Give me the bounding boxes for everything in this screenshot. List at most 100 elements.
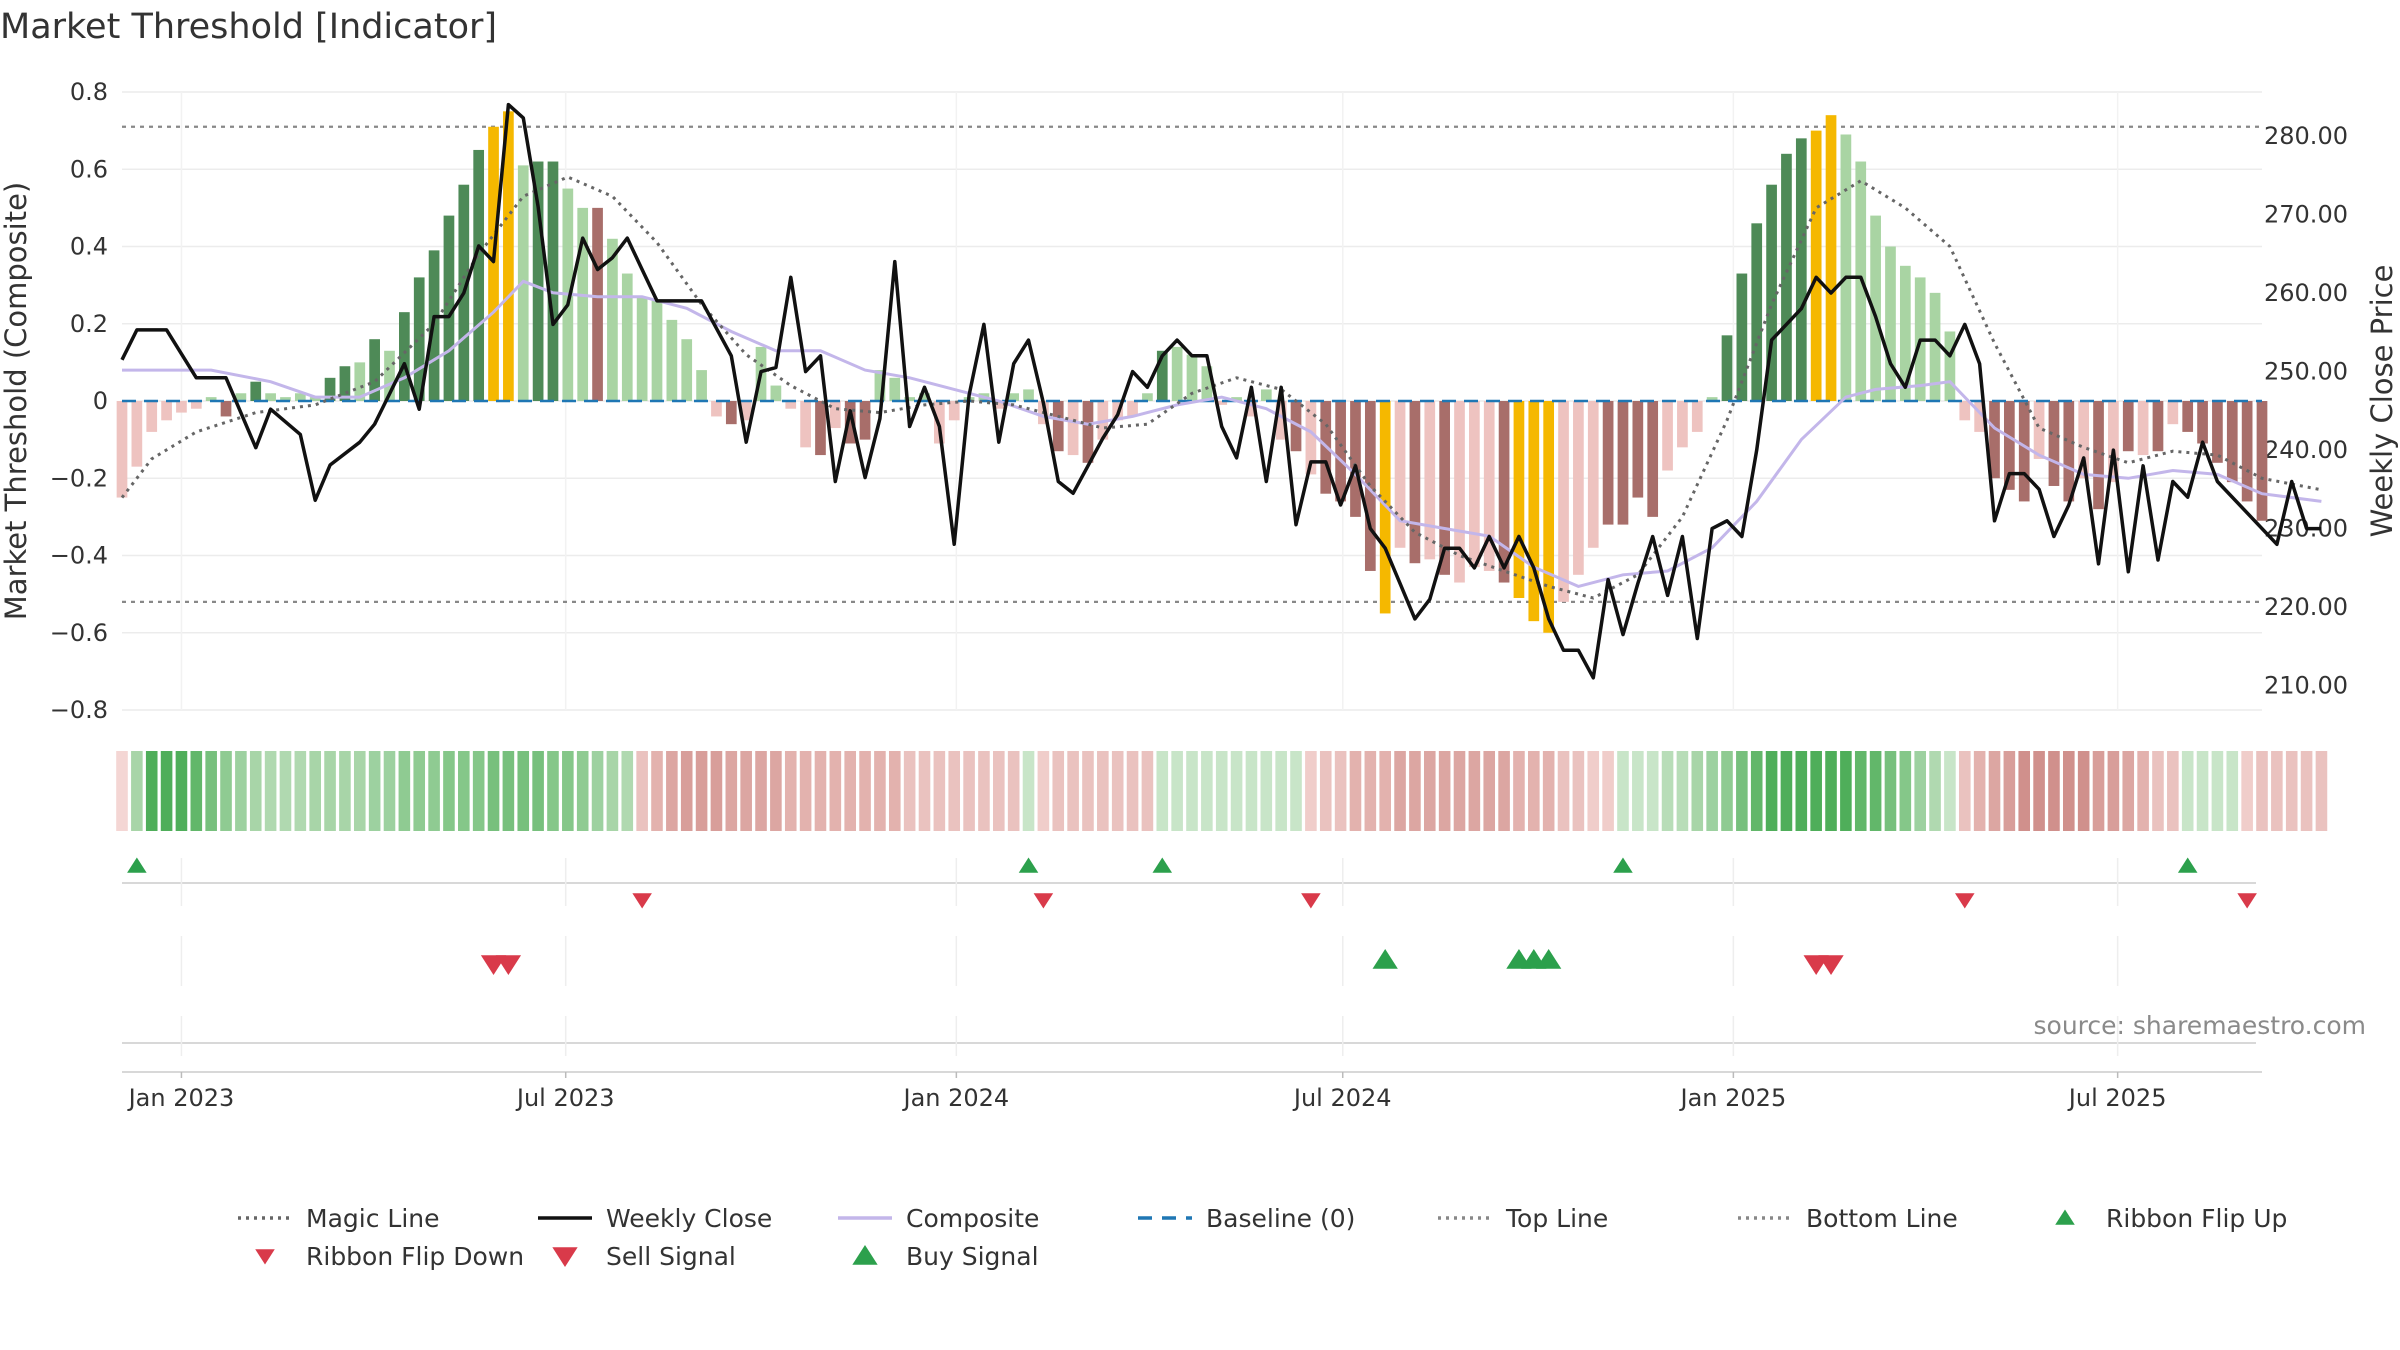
ribbon-cell: [1513, 751, 1525, 831]
ribbon-cell: [1661, 751, 1674, 831]
ribbon-flip-down-marker: [1033, 893, 1054, 909]
ribbon-cell: [1617, 751, 1629, 831]
ribbon-flip-down-marker: [632, 893, 652, 909]
legend-label: Buy Signal: [906, 1242, 1039, 1271]
x-tick-label: Jul 2024: [1292, 1084, 1392, 1112]
right-axis-ticks: 280.00270.00260.00250.00240.00230.00220.…: [2264, 122, 2348, 700]
composite-bar: [413, 277, 425, 401]
source-text: source: sharemaestro.com: [2034, 1011, 2367, 1040]
buy-signal-marker: [1372, 949, 1398, 969]
ribbon-cell: [1750, 751, 1763, 831]
threshold-lines: [122, 125, 2262, 603]
ribbon-cell: [190, 751, 203, 831]
composite-bar: [1647, 401, 1659, 517]
ribbon-cell: [576, 751, 589, 831]
ribbon-cell: [1319, 751, 1332, 831]
ribbon-cell: [1602, 751, 1614, 831]
ribbon-cell: [695, 751, 708, 831]
composite-bar: [250, 381, 262, 401]
composite-bar: [1513, 401, 1525, 598]
composite-bar: [1008, 393, 1020, 401]
ribbon-cell: [398, 751, 411, 831]
ribbon-cell: [651, 751, 663, 831]
ribbon-cell: [1587, 751, 1600, 831]
ribbon-cell: [1958, 751, 1971, 831]
ribbon-cell: [1646, 751, 1659, 831]
ribbon-cell: [1334, 751, 1347, 831]
ribbon-cell: [1632, 751, 1644, 831]
ribbon-cell: [324, 751, 336, 831]
composite-bar: [1929, 292, 1941, 401]
ribbon-cell: [799, 751, 812, 831]
sell-signal-marker: [1818, 955, 1844, 975]
ribbon-cell: [1706, 751, 1718, 831]
composite-bar: [2063, 401, 2075, 502]
ribbon-cell: [2122, 751, 2135, 831]
composite-bar: [948, 401, 960, 421]
composite-bar: [815, 401, 826, 456]
composite-bar: [1662, 401, 1673, 471]
ribbon-cell: [918, 751, 931, 831]
composite-bar: [1989, 401, 2000, 479]
ribbon-cell: [2063, 751, 2075, 831]
ribbon-cell: [1423, 751, 1436, 831]
left-tick-label: −0.6: [50, 619, 108, 647]
legend-item: Top Line: [1438, 1204, 1608, 1233]
ribbon-cell: [2256, 751, 2268, 831]
legend-swatch: [255, 1249, 275, 1265]
composite-bar: [1394, 401, 1406, 548]
right-tick-label: 280.00: [2264, 122, 2348, 150]
legend-label: Ribbon Flip Up: [2106, 1204, 2287, 1233]
ribbon-cell: [829, 751, 842, 831]
x-tick-label: Jul 2023: [515, 1084, 615, 1112]
ribbon-flip-down-marker: [1301, 893, 1321, 909]
ribbon-cell: [264, 751, 277, 831]
legend-item: Bottom Line: [1738, 1204, 1958, 1233]
composite-bar: [1974, 401, 1985, 432]
composite-bar: [1587, 401, 1599, 548]
composite-bars: [116, 111, 2268, 633]
ribbon-flip-up-marker: [1018, 857, 1039, 873]
ribbon-cell: [1528, 751, 1540, 831]
composite-bar: [294, 393, 306, 401]
ribbon-cell: [2196, 751, 2209, 831]
x-tick-label: Jul 2025: [2067, 1084, 2167, 1112]
legend-label: Ribbon Flip Down: [306, 1242, 524, 1271]
composite-bar: [369, 339, 380, 401]
composite-bar: [1424, 401, 1436, 560]
ribbon-cell: [1988, 751, 2001, 831]
ribbon-cell: [368, 751, 381, 831]
composite-bar: [1201, 366, 1213, 401]
legend-item: Baseline (0): [1138, 1204, 1355, 1233]
ribbon-cell: [2033, 751, 2045, 831]
ribbon-cell: [1498, 751, 1510, 831]
ribbon-cell: [1215, 751, 1228, 831]
composite-bar: [309, 397, 321, 401]
ribbon-cell: [1572, 751, 1585, 831]
ribbon-cell: [606, 751, 619, 831]
ribbon-cell: [2152, 751, 2164, 831]
composite-bar: [1795, 138, 1807, 401]
ribbon-cell: [2107, 751, 2120, 831]
composite-bar: [2182, 401, 2194, 432]
ribbon-cell: [1052, 751, 1065, 831]
ribbon-cell: [1780, 751, 1793, 831]
ribbon-cell: [2048, 751, 2060, 831]
left-tick-label: 0.2: [70, 310, 108, 338]
ribbon-cell: [1022, 751, 1035, 831]
composite-bar: [1736, 273, 1748, 401]
ribbon-cell: [1409, 751, 1421, 831]
composite-bar: [176, 401, 187, 413]
ribbon-cell: [725, 751, 738, 831]
legend-item: Magic Line: [238, 1204, 440, 1233]
composite-bar: [2212, 401, 2223, 463]
composite-bar: [785, 401, 797, 409]
ribbon-cell: [740, 751, 752, 831]
composite-bar: [2033, 401, 2045, 459]
series-lines: [120, 102, 2322, 680]
legend-item: Ribbon Flip Down: [255, 1242, 524, 1271]
ribbon-cell: [145, 751, 158, 831]
composite-bar: [1127, 401, 1138, 417]
